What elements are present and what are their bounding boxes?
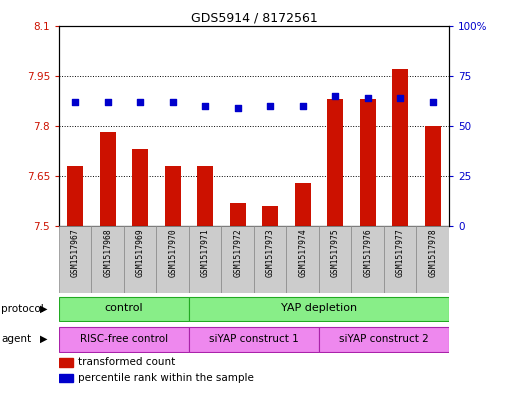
Bar <box>392 69 408 226</box>
Text: siYAP construct 1: siYAP construct 1 <box>209 334 299 343</box>
Bar <box>59 327 189 351</box>
Text: GSM1517977: GSM1517977 <box>396 229 405 277</box>
Point <box>71 99 80 105</box>
Text: GDS5914 / 8172561: GDS5914 / 8172561 <box>190 12 318 25</box>
Bar <box>59 297 189 321</box>
Point <box>396 95 404 101</box>
Text: ▶: ▶ <box>40 304 47 314</box>
Point <box>266 103 274 109</box>
Bar <box>91 226 124 293</box>
Bar <box>262 206 278 226</box>
Point <box>201 103 209 109</box>
Point <box>169 99 177 105</box>
Text: GSM1517976: GSM1517976 <box>363 229 372 277</box>
Bar <box>189 327 319 351</box>
Bar <box>351 226 384 293</box>
Bar <box>319 226 351 293</box>
Text: control: control <box>105 303 143 313</box>
Text: transformed count: transformed count <box>78 357 176 367</box>
Bar <box>229 202 246 226</box>
Point <box>233 105 242 111</box>
Point <box>428 99 437 105</box>
Bar <box>424 126 441 226</box>
Text: GSM1517971: GSM1517971 <box>201 229 210 277</box>
Text: percentile rank within the sample: percentile rank within the sample <box>78 373 254 383</box>
Bar <box>67 166 83 226</box>
Bar <box>189 297 449 321</box>
Text: YAP depletion: YAP depletion <box>281 303 357 313</box>
Bar <box>59 226 91 293</box>
Text: protocol: protocol <box>1 304 44 314</box>
Text: GSM1517970: GSM1517970 <box>168 229 177 277</box>
Bar <box>417 226 449 293</box>
Text: GSM1517967: GSM1517967 <box>71 229 80 277</box>
Bar <box>59 374 73 382</box>
Bar <box>197 166 213 226</box>
Bar <box>59 358 73 367</box>
Point <box>104 99 112 105</box>
Text: agent: agent <box>1 334 31 344</box>
Text: GSM1517969: GSM1517969 <box>136 229 145 277</box>
Text: GSM1517973: GSM1517973 <box>266 229 274 277</box>
Bar <box>286 226 319 293</box>
Bar <box>327 99 343 226</box>
Text: ▶: ▶ <box>40 334 47 344</box>
Bar <box>100 132 116 226</box>
Bar <box>319 327 449 351</box>
Point <box>331 92 339 99</box>
Bar <box>132 149 148 226</box>
Text: RISC-free control: RISC-free control <box>80 334 168 343</box>
Text: siYAP construct 2: siYAP construct 2 <box>339 334 429 343</box>
Point <box>136 99 144 105</box>
Point <box>299 103 307 109</box>
Point <box>364 95 372 101</box>
Bar <box>360 99 376 226</box>
Bar <box>124 226 156 293</box>
Text: GSM1517974: GSM1517974 <box>298 229 307 277</box>
Bar <box>294 182 311 226</box>
Text: GSM1517975: GSM1517975 <box>331 229 340 277</box>
Text: GSM1517968: GSM1517968 <box>103 229 112 277</box>
Bar <box>222 226 254 293</box>
Bar <box>384 226 417 293</box>
Bar <box>254 226 286 293</box>
Bar <box>156 226 189 293</box>
Text: GSM1517972: GSM1517972 <box>233 229 242 277</box>
Text: GSM1517978: GSM1517978 <box>428 229 437 277</box>
Bar <box>165 166 181 226</box>
Bar <box>189 226 222 293</box>
